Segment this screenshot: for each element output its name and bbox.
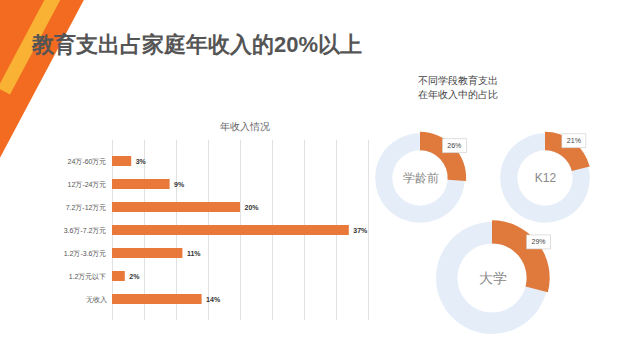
svg-text:12万-24万元: 12万-24万元 <box>68 181 107 188</box>
svg-text:学龄前: 学龄前 <box>403 171 439 185</box>
svg-text:14%: 14% <box>206 296 221 303</box>
html-text:年收入情况: 年收入情况 <box>220 121 270 132</box>
svg-text:K12: K12 <box>535 171 557 185</box>
svg-text:37%: 37% <box>353 227 368 234</box>
svg-text:11%: 11% <box>187 250 201 257</box>
html-text:教育支出占家庭年收入的20%以上: 教育支出占家庭年收入的20%以上 <box>32 32 362 57</box>
svg-text:2%: 2% <box>129 273 140 280</box>
svg-text:大学: 大学 <box>479 270 507 286</box>
svg-text:1.2万-3.6万元: 1.2万-3.6万元 <box>64 250 107 257</box>
svg-text:21%: 21% <box>567 137 581 144</box>
svg-text:无收入: 无收入 <box>86 296 107 304</box>
svg-text:9%: 9% <box>174 181 185 188</box>
svg-text:3.6万-7.2万元: 3.6万-7.2万元 <box>64 227 107 234</box>
html-text:不同学段教育支出在年收入中的占比: 不同学段教育支出在年收入中的占比 <box>418 75 498 100</box>
svg-text:1.2万元以下: 1.2万元以下 <box>69 273 107 280</box>
svg-text:26%: 26% <box>447 142 461 149</box>
svg-text:29%: 29% <box>531 238 545 245</box>
svg-text:24万-60万元: 24万-60万元 <box>68 158 107 165</box>
svg-text:20%: 20% <box>245 204 260 211</box>
svg-text:7.2万-12万元: 7.2万-12万元 <box>66 204 107 211</box>
svg-text:3%: 3% <box>136 158 147 165</box>
